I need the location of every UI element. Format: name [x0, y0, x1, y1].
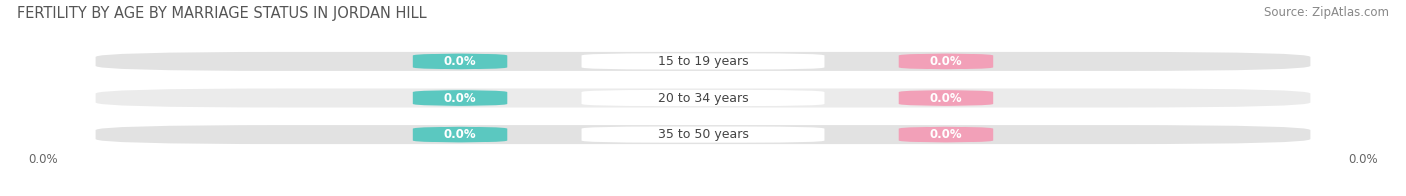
Text: 0.0%: 0.0% [929, 128, 962, 141]
FancyBboxPatch shape [582, 90, 824, 106]
FancyBboxPatch shape [96, 52, 1310, 71]
FancyBboxPatch shape [96, 125, 1310, 144]
FancyBboxPatch shape [413, 90, 508, 106]
FancyBboxPatch shape [582, 126, 824, 143]
Text: 0.0%: 0.0% [444, 55, 477, 68]
FancyBboxPatch shape [898, 126, 993, 143]
FancyBboxPatch shape [413, 126, 508, 143]
Text: 0.0%: 0.0% [1348, 153, 1378, 166]
Text: Source: ZipAtlas.com: Source: ZipAtlas.com [1264, 6, 1389, 19]
Text: 20 to 34 years: 20 to 34 years [658, 92, 748, 104]
Text: 0.0%: 0.0% [28, 153, 58, 166]
FancyBboxPatch shape [413, 53, 508, 70]
FancyBboxPatch shape [898, 53, 993, 70]
FancyBboxPatch shape [582, 53, 824, 70]
FancyBboxPatch shape [898, 90, 993, 106]
Text: 0.0%: 0.0% [929, 92, 962, 104]
Text: 0.0%: 0.0% [929, 55, 962, 68]
Text: 15 to 19 years: 15 to 19 years [658, 55, 748, 68]
Text: 35 to 50 years: 35 to 50 years [658, 128, 748, 141]
Text: FERTILITY BY AGE BY MARRIAGE STATUS IN JORDAN HILL: FERTILITY BY AGE BY MARRIAGE STATUS IN J… [17, 6, 426, 21]
FancyBboxPatch shape [96, 88, 1310, 108]
Text: 0.0%: 0.0% [444, 92, 477, 104]
Text: 0.0%: 0.0% [444, 128, 477, 141]
